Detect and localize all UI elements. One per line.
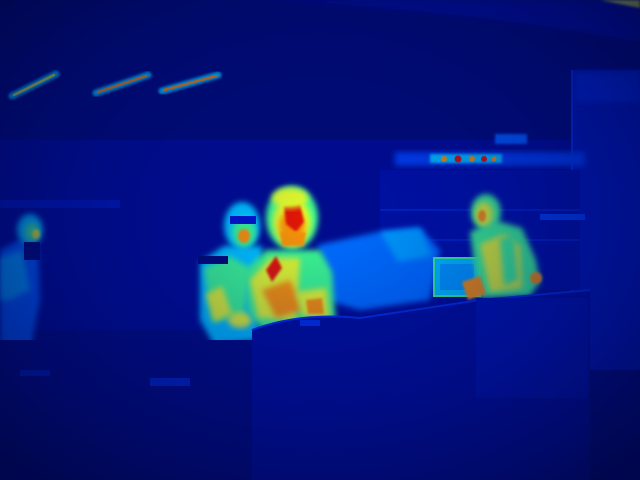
thermal-image xyxy=(0,0,640,480)
